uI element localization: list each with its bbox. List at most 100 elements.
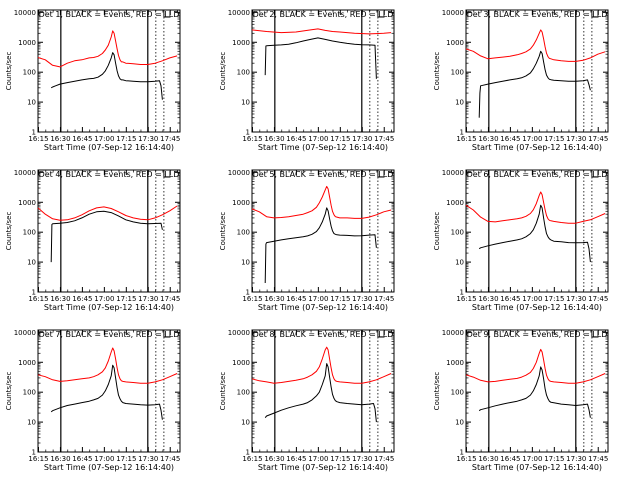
x-tick-label: 17:15 xyxy=(116,455,136,463)
y-tick-label: 1 xyxy=(460,289,464,297)
y-tick-label: 10000 xyxy=(228,169,250,177)
x-tick-label: 16:30 xyxy=(264,135,284,143)
y-tick-label: 10 xyxy=(241,259,250,267)
x-axis-label: Start Time (07-Sep-12 16:14:40) xyxy=(472,463,602,472)
x-tick-label: 17:30 xyxy=(566,295,586,303)
x-tick-label: 17:45 xyxy=(160,455,180,463)
y-tick-label: 10000 xyxy=(442,9,464,17)
interval-bracket xyxy=(591,171,599,178)
x-tick-label: 16:15 xyxy=(28,455,48,463)
series-red-line xyxy=(465,191,606,224)
y-tick-label: 100 xyxy=(23,229,36,237)
y-tick-label: 100 xyxy=(237,389,250,397)
y-tick-label: 100 xyxy=(451,69,464,77)
y-axis-label: Counts/sec xyxy=(5,212,13,251)
x-axis-label: Start Time (07-Sep-12 16:14:40) xyxy=(472,143,602,152)
series-red-line xyxy=(37,30,178,68)
y-tick-label: 1 xyxy=(32,289,36,297)
x-tick-label: 16:45 xyxy=(500,135,520,143)
x-tick-label: 16:30 xyxy=(50,295,70,303)
x-tick-label: 17:45 xyxy=(588,295,608,303)
y-tick-label: 100 xyxy=(23,389,36,397)
x-axis-label: Start Time (07-Sep-12 16:14:40) xyxy=(258,303,388,312)
series-red-line xyxy=(37,347,178,384)
series-black-line xyxy=(478,50,591,118)
panel-title: Det 8, BLACK = Events, RED = LLD xyxy=(253,330,394,339)
x-tick-label: 16:15 xyxy=(456,135,476,143)
plot-frame xyxy=(37,329,181,453)
y-axis-label: Counts/sec xyxy=(5,52,13,91)
y-axis-label: Counts/sec xyxy=(433,212,441,251)
x-tick-label: 16:45 xyxy=(500,295,520,303)
x-tick-label: 17:30 xyxy=(138,295,158,303)
series-black-line xyxy=(264,363,377,423)
y-tick-label: 10 xyxy=(455,99,464,107)
y-tick-label: 1000 xyxy=(18,199,36,207)
x-axis-label: Start Time (07-Sep-12 16:14:40) xyxy=(472,303,602,312)
x-tick-label: 16:15 xyxy=(28,295,48,303)
x-tick-label: 17:30 xyxy=(566,455,586,463)
x-tick-label: 16:30 xyxy=(50,455,70,463)
y-tick-label: 10 xyxy=(241,419,250,427)
x-tick-label: 16:15 xyxy=(456,295,476,303)
panel-1: Det 1, BLACK = Events, RED = LLD 1 10 100 10… xyxy=(5,9,181,152)
y-tick-label: 10000 xyxy=(14,9,36,17)
panel-5: Det 5, BLACK = Events, RED = LLD 1 10 100 10… xyxy=(219,169,395,312)
x-tick-label: 16:30 xyxy=(264,295,284,303)
plot-frame xyxy=(465,169,609,293)
series-red-line xyxy=(465,29,606,62)
interval-bracket xyxy=(591,331,599,338)
y-axis-label: Counts/sec xyxy=(219,372,227,411)
x-tick-label: 17:00 xyxy=(522,135,542,143)
x-tick-label: 17:15 xyxy=(330,295,350,303)
panel-title: Det 4, BLACK = Events, RED = LLD xyxy=(39,170,180,179)
panel-9: Det 9, BLACK = Events, RED = LLD 1 10 100 10… xyxy=(433,329,609,472)
x-axis-label: Start Time (07-Sep-12 16:14:40) xyxy=(258,143,388,152)
y-tick-label: 1000 xyxy=(232,359,250,367)
x-tick-label: 16:45 xyxy=(286,295,306,303)
x-tick-label: 16:30 xyxy=(478,135,498,143)
y-axis-label: Counts/sec xyxy=(433,372,441,411)
x-tick-label: 17:00 xyxy=(522,295,542,303)
x-tick-label: 17:15 xyxy=(116,135,136,143)
x-tick-label: 17:00 xyxy=(94,135,114,143)
y-tick-label: 10000 xyxy=(228,9,250,17)
interval-bracket xyxy=(377,171,385,178)
plot-frame xyxy=(251,9,395,133)
y-axis-label: Counts/sec xyxy=(219,52,227,91)
x-tick-label: 16:45 xyxy=(286,135,306,143)
series-black-line xyxy=(50,52,163,100)
x-tick-label: 17:15 xyxy=(330,455,350,463)
panel-title: Det 2, BLACK = Events, RED = LLD xyxy=(253,10,394,19)
y-axis-label: Counts/sec xyxy=(5,372,13,411)
x-tick-label: 16:15 xyxy=(456,455,476,463)
x-tick-label: 16:45 xyxy=(286,455,306,463)
x-tick-label: 17:45 xyxy=(374,455,394,463)
x-tick-label: 17:00 xyxy=(308,295,328,303)
x-tick-label: 16:15 xyxy=(28,135,48,143)
x-tick-label: 16:45 xyxy=(500,455,520,463)
y-tick-label: 1 xyxy=(246,449,250,457)
x-tick-label: 16:30 xyxy=(478,295,498,303)
x-tick-label: 17:15 xyxy=(544,135,564,143)
x-tick-label: 17:30 xyxy=(352,135,372,143)
x-tick-label: 17:00 xyxy=(522,455,542,463)
y-tick-label: 1 xyxy=(460,449,464,457)
panel-title: Det 7, BLACK = Events, RED = LLD xyxy=(39,330,180,339)
y-tick-label: 1 xyxy=(460,129,464,137)
x-tick-label: 17:15 xyxy=(116,295,136,303)
panel-4: Det 4, BLACK = Events, RED = LLD 1 10 100 10… xyxy=(5,169,181,312)
y-axis-label: Counts/sec xyxy=(433,52,441,91)
y-tick-label: 1 xyxy=(32,129,36,137)
y-tick-label: 10000 xyxy=(442,169,464,177)
x-tick-label: 17:30 xyxy=(352,455,372,463)
x-tick-label: 17:45 xyxy=(374,135,394,143)
y-tick-label: 1 xyxy=(32,449,36,457)
series-black-line xyxy=(478,366,591,418)
interval-bracket xyxy=(377,331,385,338)
interval-bracket xyxy=(163,171,171,178)
panel-title: Det 9, BLACK = Events, RED = LLD xyxy=(467,330,608,339)
series-black-line xyxy=(50,210,163,263)
series-black-line xyxy=(264,207,377,284)
x-tick-label: 17:45 xyxy=(588,455,608,463)
